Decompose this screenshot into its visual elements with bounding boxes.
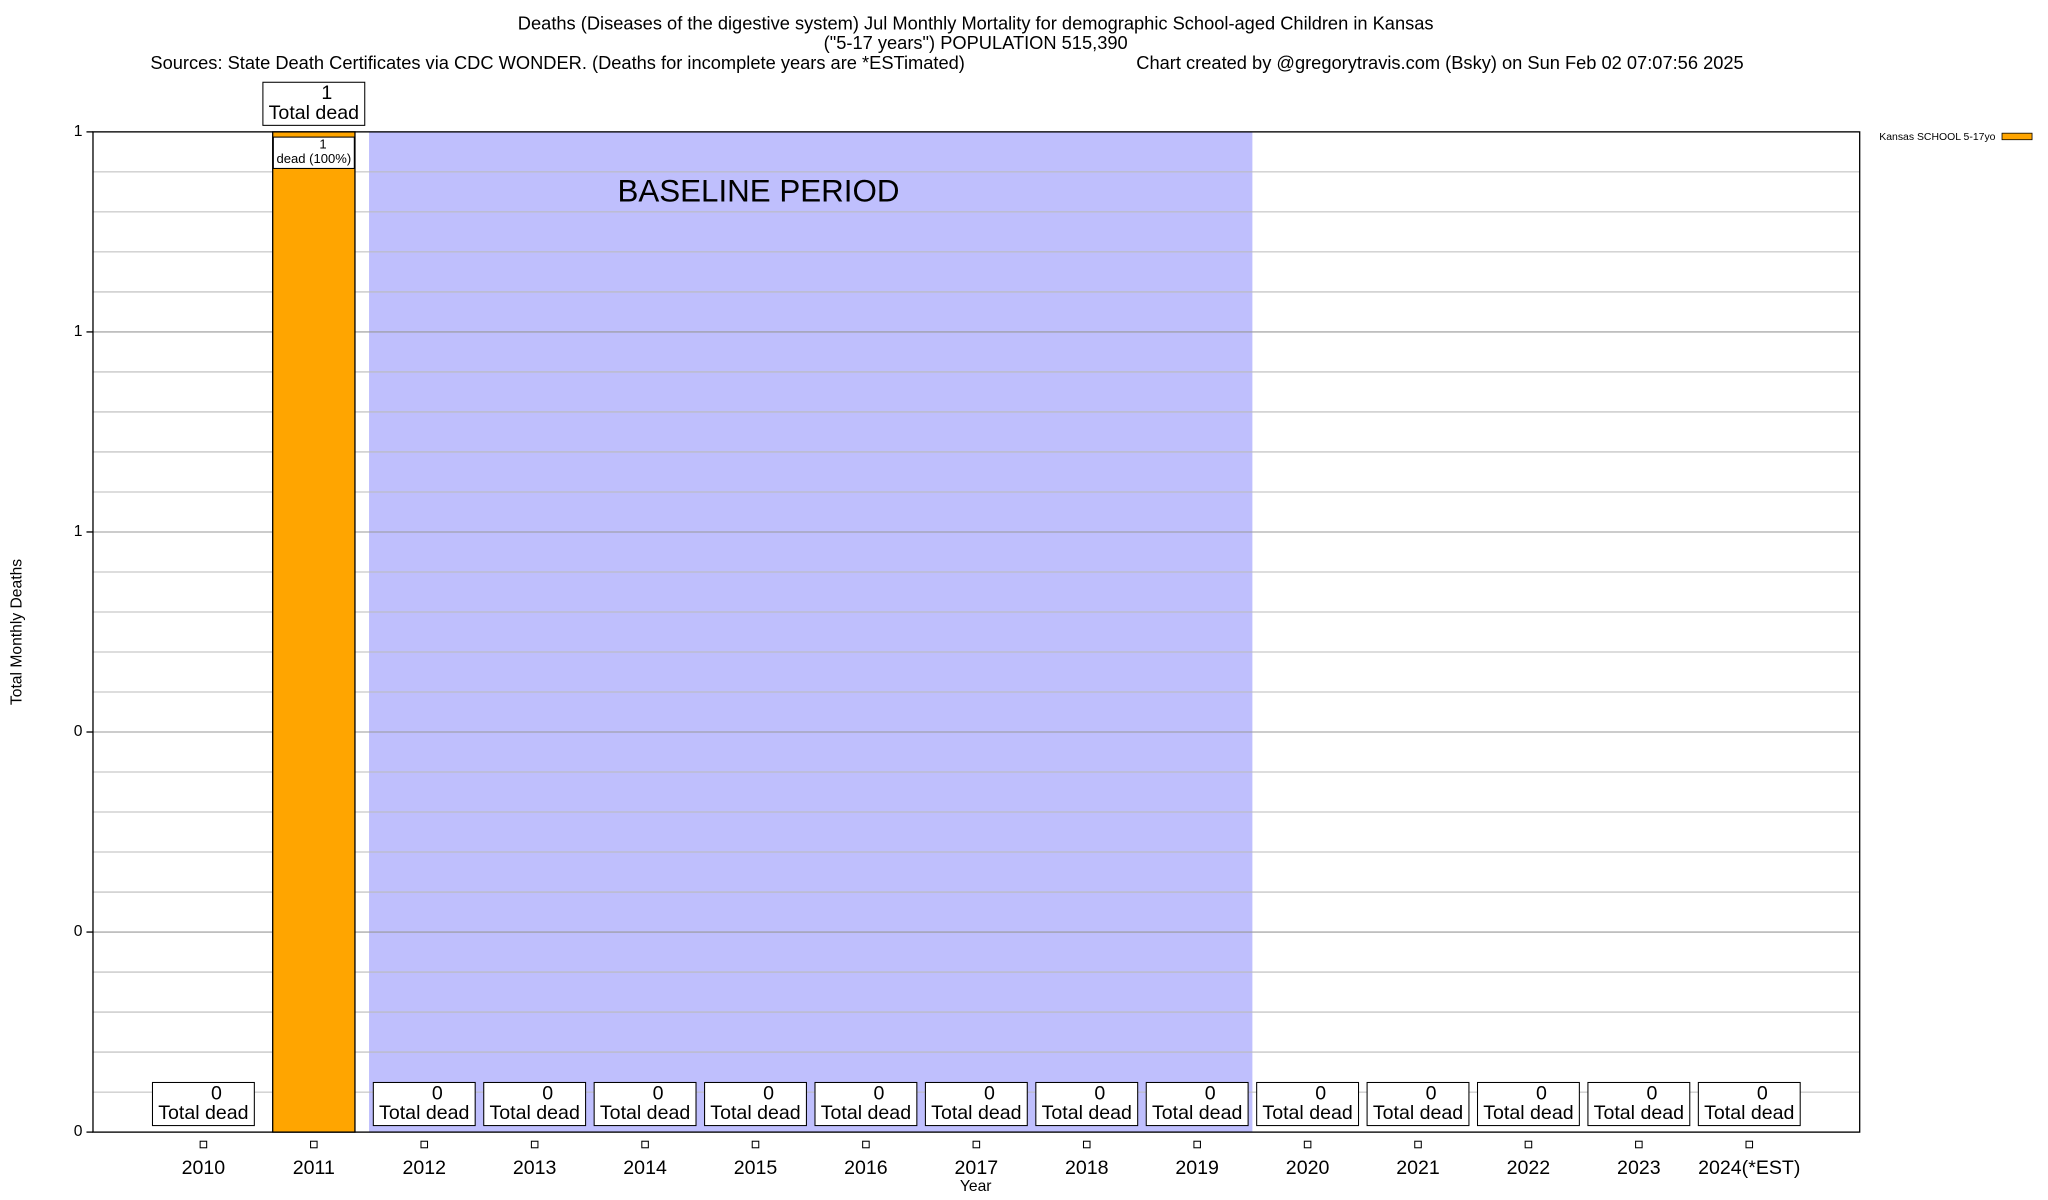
total-value: 0	[1205, 1082, 1216, 1104]
total-value: 0	[874, 1082, 885, 1104]
total-box	[1035, 1081, 1139, 1127]
total-box	[593, 1081, 697, 1127]
x-tick	[1414, 1140, 1422, 1149]
total-label: Total dead	[489, 1102, 579, 1124]
total-label: Total dead	[1594, 1102, 1684, 1124]
y-tick-label: 0	[74, 923, 83, 940]
total-box	[1476, 1081, 1580, 1127]
segment-box	[272, 136, 355, 169]
x-tick	[199, 1140, 208, 1149]
total-box	[924, 1081, 1028, 1127]
total-box	[1587, 1081, 1691, 1127]
baseline-label: BASELINE PERIOD	[617, 174, 899, 209]
total-value: 0	[211, 1082, 222, 1104]
credit: Chart created by @gregorytravis.com (Bsk…	[1136, 52, 1743, 73]
x-tick	[1745, 1140, 1754, 1149]
total-value: 0	[1426, 1082, 1437, 1104]
legend-swatch	[2001, 132, 2033, 141]
total-label: Total dead	[600, 1102, 690, 1124]
x-tick	[641, 1140, 649, 1149]
total-value: 0	[1646, 1082, 1657, 1104]
total-box	[1697, 1081, 1801, 1127]
total-label: Total dead	[1483, 1102, 1573, 1124]
total-value: 0	[1094, 1082, 1105, 1104]
x-tick	[862, 1140, 870, 1149]
total-label: Total dead	[1704, 1102, 1794, 1124]
x-tick-label: 2020	[1286, 1157, 1330, 1179]
x-tick	[1524, 1140, 1533, 1149]
x-tick-label: 2011	[293, 1157, 335, 1179]
x-axis-label: Year	[960, 1178, 992, 1195]
x-tick-label: 2012	[402, 1157, 446, 1179]
x-tick	[751, 1140, 760, 1149]
x-tick	[972, 1140, 981, 1149]
total-box	[814, 1081, 918, 1127]
x-tick	[1082, 1140, 1091, 1149]
total-value: 0	[1315, 1082, 1326, 1104]
total-label: Total dead	[1262, 1102, 1352, 1124]
x-tick-label: 2024(*EST)	[1698, 1157, 1800, 1179]
total-label: Total dead	[158, 1102, 248, 1124]
x-tick-label: 2014	[623, 1157, 667, 1179]
total-box	[372, 1081, 476, 1127]
y-tick-label: 1	[74, 523, 83, 540]
x-tick	[310, 1140, 318, 1149]
bar	[272, 131, 356, 1133]
y-tick-label: 0	[74, 1123, 83, 1140]
x-tick-label: 2019	[1175, 1157, 1219, 1179]
total-box	[1256, 1081, 1360, 1127]
total-label: Total dead	[931, 1102, 1021, 1124]
chart-subtitle: ("5-17 years") POPULATION 515,390	[824, 32, 1128, 53]
total-value: 0	[763, 1082, 774, 1104]
x-tick-label: 2015	[734, 1157, 778, 1179]
x-tick-label: 2021	[1396, 1157, 1440, 1179]
x-tick-label: 2013	[513, 1157, 557, 1179]
total-box	[1145, 1081, 1249, 1127]
total-label: Total dead	[379, 1102, 469, 1124]
total-value: 0	[1536, 1082, 1547, 1104]
x-tick	[420, 1140, 429, 1149]
x-tick-label: 2022	[1507, 1157, 1551, 1179]
y-tick-label: 1	[74, 123, 83, 140]
sources: Sources: State Death Certificates via CD…	[150, 52, 964, 73]
legend-label: Kansas SCHOOL 5-17yo	[1879, 132, 1995, 143]
total-value: 0	[1757, 1082, 1768, 1104]
total-value: 1	[321, 82, 332, 104]
total-value: 0	[984, 1082, 995, 1104]
segment-value: 1	[319, 136, 326, 151]
baseline-region	[369, 131, 1253, 1133]
total-box	[704, 1081, 807, 1127]
total-label: Total dead	[269, 102, 359, 124]
total-box	[1366, 1081, 1470, 1127]
y-axis-label: Total Monthly Deaths	[8, 559, 25, 705]
total-box	[151, 1081, 255, 1127]
total-label: Total dead	[1373, 1102, 1463, 1124]
y-tick-label: 1	[74, 323, 83, 340]
total-label: Total dead	[1152, 1102, 1242, 1124]
total-value: 0	[432, 1082, 443, 1104]
x-tick	[1303, 1140, 1312, 1149]
total-box	[483, 1081, 587, 1127]
x-tick-label: 2016	[844, 1157, 888, 1179]
chart-title: Deaths (Diseases of the digestive system…	[518, 13, 1434, 34]
total-label: Total dead	[1042, 1102, 1132, 1124]
x-tick-label: 2010	[182, 1157, 226, 1179]
x-tick-label: 2023	[1617, 1157, 1661, 1179]
y-tick-label: 0	[74, 723, 83, 740]
x-tick-label: 2018	[1065, 1157, 1109, 1179]
total-value: 0	[653, 1082, 664, 1104]
x-tick	[530, 1140, 539, 1149]
total-box	[262, 81, 366, 126]
segment-label: dead (100%)	[276, 151, 351, 166]
x-tick	[1635, 1140, 1643, 1149]
total-value: 0	[542, 1082, 553, 1104]
total-label: Total dead	[821, 1102, 911, 1124]
plot-frame	[92, 131, 1861, 1133]
total-label: Total dead	[710, 1102, 800, 1124]
x-tick	[1193, 1140, 1201, 1149]
x-tick-label: 2017	[955, 1157, 999, 1179]
